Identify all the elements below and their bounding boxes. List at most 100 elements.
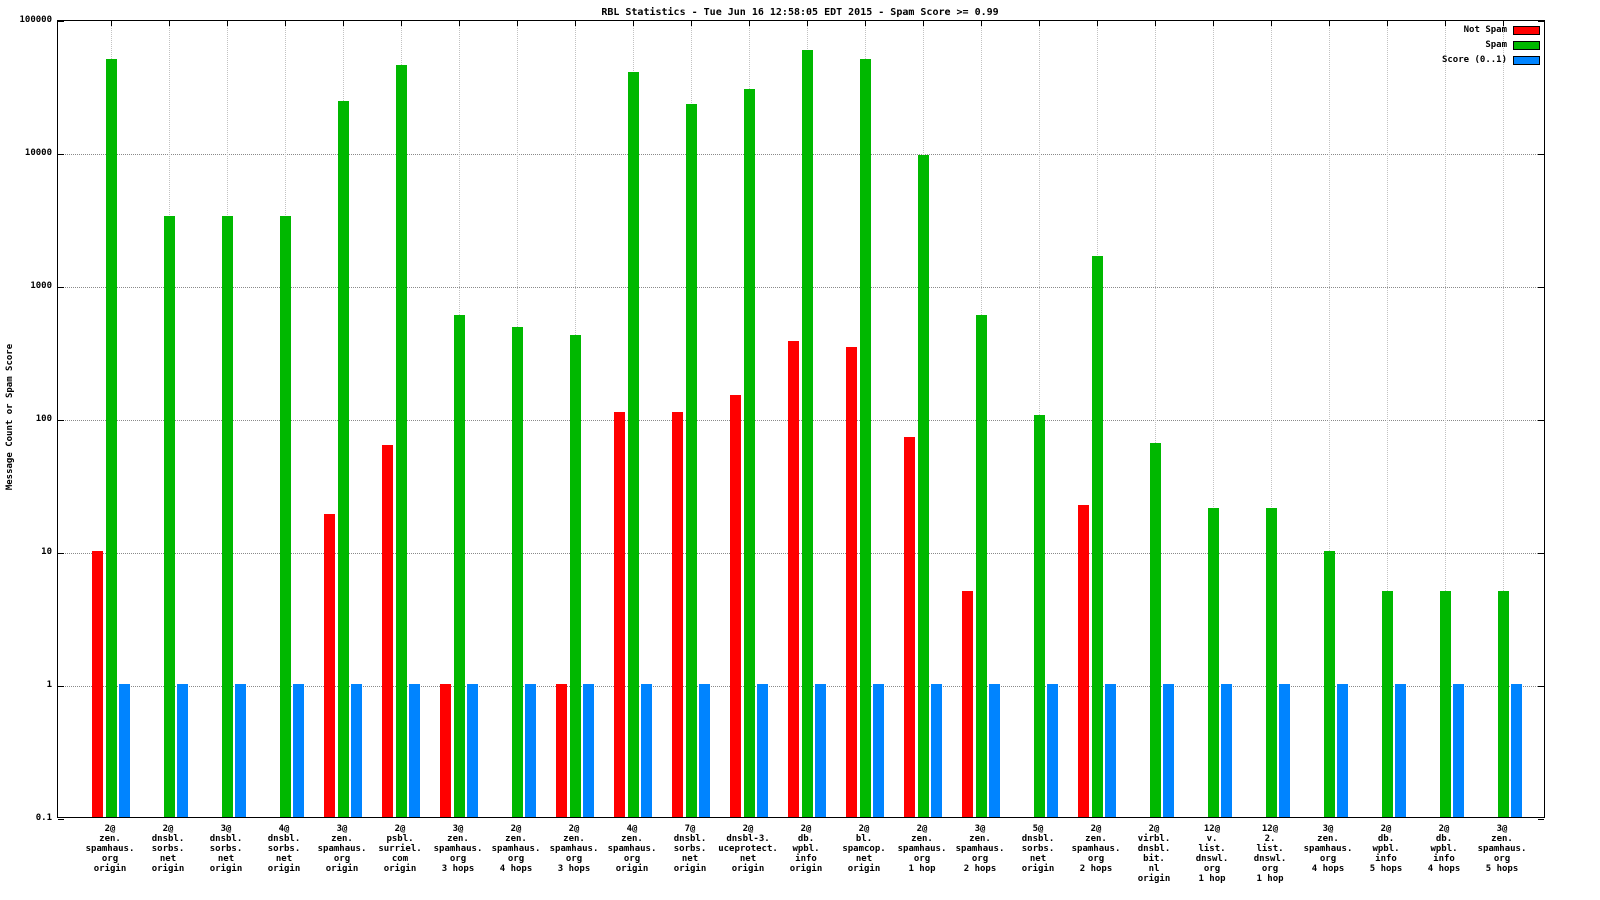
x-tick-mark <box>1271 21 1272 26</box>
gridline-vertical <box>1213 21 1214 817</box>
bar-score-0-1 <box>177 684 188 817</box>
y-tick-mark <box>1538 420 1544 421</box>
gridline-horizontal <box>58 287 1544 288</box>
bar-spam <box>453 315 465 817</box>
x-tick-mark <box>981 21 982 26</box>
chart-title: RBL Statistics - Tue Jun 16 12:58:05 EDT… <box>601 7 999 18</box>
x-category-label: 7@ dnsbl. sorbs. net origin <box>673 824 707 874</box>
bar-spam <box>1207 508 1219 817</box>
bar-spam <box>627 72 639 817</box>
y-tick-mark <box>1538 287 1544 288</box>
x-tick-mark <box>575 21 576 26</box>
legend-item-spam: Spam <box>1442 40 1540 50</box>
x-category-label: 3@ zen. spamhaus. org 3 hops <box>433 824 483 874</box>
x-tick-mark <box>401 21 402 26</box>
x-tick-mark <box>807 21 808 26</box>
bar-spam <box>569 335 581 817</box>
x-tick-mark <box>1213 21 1214 26</box>
bar-spam <box>163 216 175 817</box>
gridline-horizontal <box>58 420 1544 421</box>
bar-score-0-1 <box>1453 684 1464 817</box>
gridline-vertical <box>1445 21 1446 817</box>
gridline-horizontal <box>58 553 1544 554</box>
x-category-label: 3@ zen. spamhaus. org origin <box>317 824 367 874</box>
bar-score-0-1 <box>699 684 710 817</box>
bar-spam <box>1149 443 1161 817</box>
x-tick-mark <box>111 21 112 26</box>
x-category-label: 4@ dnsbl. sorbs. net origin <box>267 824 301 874</box>
bar-not-spam <box>730 395 741 817</box>
bar-spam <box>1265 508 1277 817</box>
x-category-label: 3@ zen. spamhaus. org 5 hops <box>1477 824 1527 874</box>
bar-score-0-1 <box>293 684 304 817</box>
bar-not-spam <box>92 551 103 817</box>
bar-score-0-1 <box>119 684 130 817</box>
y-tick-mark <box>1538 154 1544 155</box>
x-category-label: 2@ zen. spamhaus. org origin <box>85 824 135 874</box>
bar-score-0-1 <box>583 684 594 817</box>
legend-label-not-spam: Not Spam <box>1463 25 1507 35</box>
bar-score-0-1 <box>815 684 826 817</box>
y-tick-mark <box>1538 553 1544 554</box>
x-tick-mark <box>227 21 228 26</box>
bar-score-0-1 <box>235 684 246 817</box>
x-tick-mark <box>1097 21 1098 26</box>
bar-spam <box>743 89 755 817</box>
y-tick-mark <box>58 287 64 288</box>
bar-not-spam <box>904 437 915 817</box>
bar-not-spam <box>324 514 335 817</box>
legend-label-spam: Spam <box>1485 40 1507 50</box>
bar-not-spam <box>672 412 683 817</box>
legend-swatch-spam <box>1513 40 1540 50</box>
x-category-label: 12@ v. list. dnswl. org 1 hop <box>1195 824 1229 884</box>
x-tick-mark <box>865 21 866 26</box>
bar-score-0-1 <box>351 684 362 817</box>
legend-swatch-score <box>1513 55 1540 65</box>
bar-spam <box>337 101 349 817</box>
y-tick-mark <box>58 154 64 155</box>
y-tick-mark <box>58 553 64 554</box>
y-tick-label: 1 <box>46 680 52 690</box>
y-tick-label: 10000 <box>24 148 52 158</box>
bar-not-spam <box>788 341 799 817</box>
bar-not-spam <box>440 684 451 817</box>
x-tick-mark <box>1387 21 1388 26</box>
x-category-label: 2@ virbl. dnsbl. bit. nl origin <box>1137 824 1171 884</box>
bar-spam <box>1323 551 1335 817</box>
legend-item-score: Score (0..1) <box>1442 55 1540 65</box>
y-tick-mark <box>58 21 64 22</box>
bar-spam <box>859 59 871 817</box>
y-tick-mark <box>1538 21 1544 22</box>
bar-score-0-1 <box>1337 684 1348 817</box>
bar-not-spam <box>962 591 973 817</box>
legend-item-not-spam: Not Spam <box>1442 25 1540 35</box>
bar-score-0-1 <box>757 684 768 817</box>
x-tick-mark <box>517 21 518 26</box>
bar-not-spam <box>382 445 393 817</box>
x-tick-mark <box>691 21 692 26</box>
x-category-label: 3@ zen. spamhaus. org 2 hops <box>955 824 1005 874</box>
bar-spam <box>105 59 117 817</box>
bar-spam <box>395 65 407 817</box>
legend-label-score: Score (0..1) <box>1441 55 1507 65</box>
bar-score-0-1 <box>1395 684 1406 817</box>
bar-not-spam <box>1078 505 1089 817</box>
bar-spam <box>1439 591 1451 817</box>
legend: Not Spam Spam Score (0..1) <box>1442 25 1540 70</box>
y-tick-label: 100 <box>35 414 52 424</box>
x-tick-mark <box>923 21 924 26</box>
gridline-vertical <box>1329 21 1330 817</box>
y-tick-label: 10 <box>41 547 52 557</box>
bar-spam <box>975 315 987 817</box>
bar-score-0-1 <box>1279 684 1290 817</box>
bar-score-0-1 <box>1221 684 1232 817</box>
bar-score-0-1 <box>467 684 478 817</box>
x-category-label: 2@ zen. spamhaus. org 4 hops <box>491 824 541 874</box>
x-category-label: 2@ db. wpbl. info origin <box>789 824 823 874</box>
legend-swatch-not-spam <box>1513 25 1540 35</box>
bar-not-spam <box>846 347 857 817</box>
x-category-label: 2@ zen. spamhaus. org 3 hops <box>549 824 599 874</box>
x-tick-mark <box>1445 21 1446 26</box>
x-category-label: 2@ db. wpbl. info 4 hops <box>1427 824 1461 874</box>
